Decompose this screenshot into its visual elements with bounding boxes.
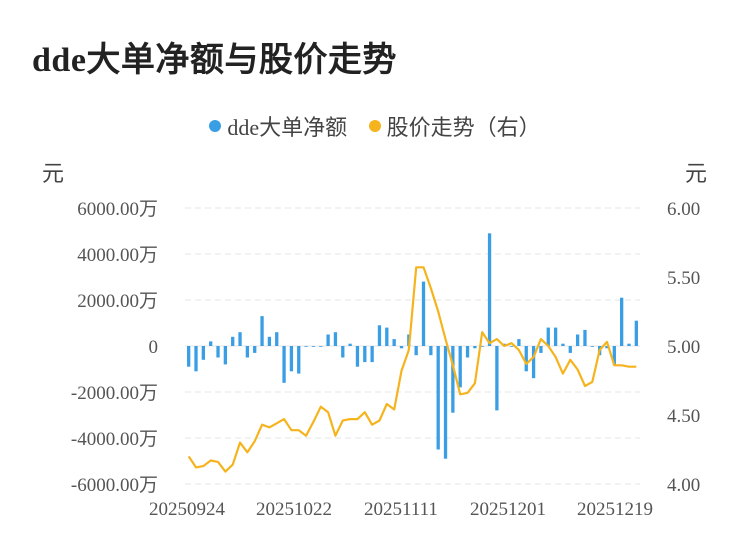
- bar: [517, 339, 521, 346]
- bar: [399, 346, 404, 349]
- bar: [187, 346, 191, 367]
- y-right-tick-label: 5.00: [667, 337, 700, 358]
- bar: [553, 327, 558, 346]
- y-left-tick-label: 6000.00万: [77, 199, 158, 220]
- right-axis-unit: 元: [685, 161, 708, 186]
- bar: [568, 346, 572, 353]
- y-right-tick-label: 4.00: [667, 475, 700, 496]
- x-tick-label: 20251219: [577, 499, 653, 520]
- bar: [524, 346, 528, 372]
- bar: [253, 346, 257, 353]
- bar: [355, 346, 360, 367]
- bar: [311, 346, 316, 347]
- bar: [605, 346, 609, 349]
- price-line: [187, 266, 637, 473]
- bar: [436, 346, 440, 450]
- y-left-tick-label: 2000.00万: [77, 291, 158, 312]
- bar: [473, 346, 477, 349]
- bar: [451, 346, 455, 413]
- bar: [414, 346, 418, 356]
- left-axis-unit: 元: [42, 161, 65, 186]
- bar: [531, 346, 536, 379]
- y-left-tick-label: -2000.00万: [71, 383, 158, 404]
- bar: [223, 346, 228, 365]
- legend-dot-icon: [209, 120, 222, 132]
- bar: [267, 336, 272, 346]
- bar: [245, 346, 250, 358]
- bar: [304, 346, 308, 347]
- y-right-tick-label: 4.50: [667, 406, 700, 427]
- bar: [194, 346, 198, 372]
- bar: [201, 346, 205, 360]
- bar: [575, 334, 580, 346]
- bar: [326, 334, 330, 346]
- bar: [282, 346, 286, 383]
- bar: [480, 346, 484, 347]
- bar: [443, 346, 448, 459]
- x-tick-label: 20250924: [149, 499, 226, 520]
- bar: [231, 336, 235, 346]
- bar: [539, 346, 543, 353]
- bar: [341, 346, 345, 358]
- legend-label-price: 股价走势（右）: [386, 115, 541, 140]
- bar: [583, 329, 587, 346]
- bar: [333, 332, 338, 346]
- y-right-tick-label: 6.00: [667, 199, 700, 220]
- y-left-tick-label: -6000.00万: [71, 475, 158, 496]
- legend-label-dde: dde大单净额: [227, 115, 348, 140]
- bar: [238, 332, 242, 346]
- bar: [495, 346, 499, 411]
- legend-item-price[interactable]: 股价走势（右）: [368, 110, 541, 142]
- bar: [546, 327, 550, 346]
- x-tick-label: 20251201: [470, 499, 546, 520]
- bar: [216, 346, 220, 358]
- bar: [275, 332, 279, 346]
- bar: [620, 297, 624, 346]
- bar: [421, 281, 426, 346]
- chart-title: dde大单净额与股价走势: [32, 42, 397, 79]
- legend: dde大单净额 股价走势（右）: [0, 110, 750, 142]
- bar: [209, 341, 213, 346]
- bar: [260, 316, 264, 346]
- x-tick-label: 20251111: [364, 499, 438, 520]
- bar: [370, 346, 374, 363]
- y-left-tick-label: 4000.00万: [77, 245, 158, 266]
- bar: [612, 346, 616, 365]
- bar: [561, 343, 565, 346]
- y-left-tick-label: 0: [149, 337, 159, 358]
- bar: [392, 339, 396, 346]
- bar: [458, 346, 462, 388]
- bar: [429, 346, 433, 356]
- bar: [509, 346, 514, 347]
- bar: [348, 343, 352, 346]
- bar: [634, 320, 638, 346]
- x-tick-label: 20251022: [256, 499, 332, 520]
- bar: [385, 327, 389, 346]
- bar: [297, 346, 301, 374]
- legend-item-dde[interactable]: dde大单净额: [209, 110, 347, 142]
- bar: [487, 233, 492, 346]
- bar: [319, 346, 323, 347]
- bar: [465, 346, 470, 358]
- bar: [363, 346, 367, 363]
- legend-dot-icon: [368, 120, 381, 132]
- bar: [289, 346, 294, 372]
- y-left-tick-label: -4000.00万: [71, 429, 158, 450]
- y-right-tick-label: 5.50: [667, 268, 700, 289]
- bar: [377, 325, 382, 346]
- bar: [590, 346, 594, 347]
- bar: [627, 343, 631, 346]
